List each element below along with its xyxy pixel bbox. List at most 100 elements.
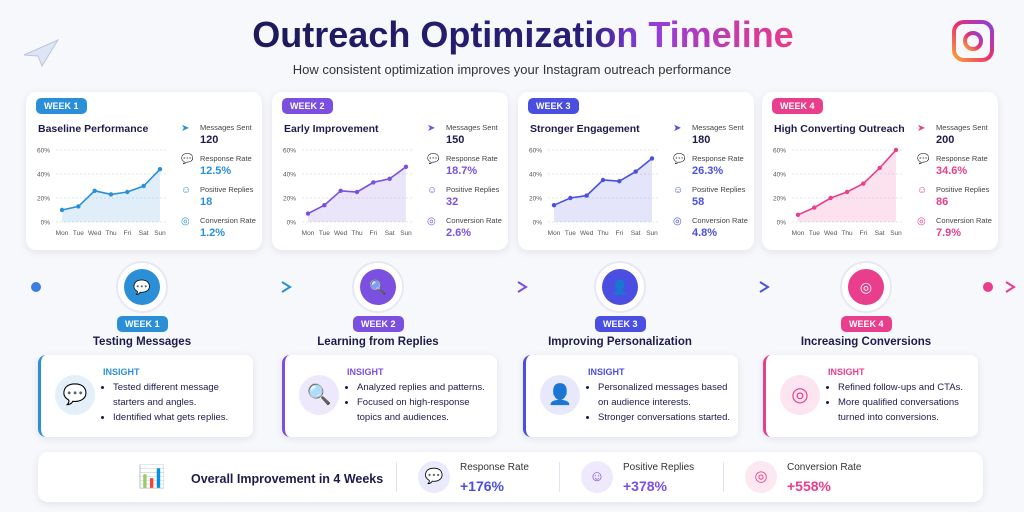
arrow [1005, 281, 1016, 293]
x-tick-label: Fri [860, 230, 868, 237]
chart-card: WEEK 2 Early Improvement 0% 20% 40% 60% Mon Tue… [272, 92, 508, 250]
point [108, 192, 114, 197]
point [649, 156, 655, 161]
x-tick-label: Wed [580, 230, 594, 237]
timeline-start [31, 282, 41, 292]
insight-label: INSIGHT [828, 367, 865, 377]
insight-card: 💬 INSIGHT Tested different message starter… [38, 355, 253, 437]
x-tick-label: Sat [139, 230, 149, 237]
week-pill: WEEK 3 [528, 98, 579, 114]
title: Outreach Optimization Timeline [252, 14, 793, 55]
chart-card: WEEK 4 High Converting Outreach 0% 20% 40% 60… [762, 92, 998, 250]
point [568, 195, 573, 201]
step-icon: 🔍 [369, 278, 386, 296]
bullet: Identified what gets replies. [113, 410, 248, 425]
y-tick-label: 0% [41, 220, 51, 227]
bullet: Refined follow-ups and CTAs. [838, 380, 973, 395]
stat-value: 18 [200, 196, 213, 208]
stat-icon: ➤ [427, 123, 436, 134]
x-tick-label: Fri [616, 230, 624, 237]
stat-value: 2.6% [446, 227, 472, 239]
step-heading: Improving Personalization [548, 336, 692, 348]
y-tick-label: 40% [37, 172, 50, 179]
stat-value: 86 [936, 196, 949, 208]
point [861, 181, 866, 186]
stat-label: Response Rate [936, 154, 988, 163]
step-circle [360, 269, 396, 305]
arrow [281, 281, 292, 293]
stat-label: Messages Sent [446, 123, 498, 132]
point [828, 195, 833, 201]
point [617, 179, 622, 184]
point [387, 176, 392, 181]
step-circle [602, 269, 638, 305]
stat-value: 58 [692, 196, 705, 208]
stat-label: Response Rate [446, 154, 498, 163]
x-tick-label: Sun [400, 230, 412, 237]
point [893, 147, 899, 153]
y-tick-label: 40% [773, 172, 786, 179]
point [338, 188, 343, 193]
stat-label: Messages Sent [692, 123, 744, 132]
stat-value: 18.7% [446, 165, 478, 177]
week-pill: WEEK 4 [841, 316, 892, 332]
stat-label: Positive Replies [692, 185, 746, 194]
y-tick-label: 0% [777, 220, 787, 227]
stat-icon: ◎ [427, 216, 436, 227]
stat-label: Conversion Rate [200, 216, 256, 225]
stat-icon: 💬 [181, 154, 194, 165]
y-tick-label: 20% [529, 196, 542, 203]
divider [559, 462, 560, 492]
x-tick-label: Thu [351, 230, 363, 237]
stat-icon: ☺ [427, 185, 438, 196]
point [141, 183, 146, 189]
summary-value: +378% [623, 478, 667, 494]
point [92, 188, 97, 193]
stat-icon: ➤ [673, 123, 682, 134]
x-tick-label: Fri [370, 230, 378, 237]
subtitle: How consistent optimization improves you… [293, 62, 732, 77]
point [600, 177, 606, 183]
instagram-icon [952, 20, 994, 62]
summary-item-icon: ◎ [745, 461, 777, 493]
x-tick-label: Tue [565, 230, 576, 237]
point [633, 169, 638, 174]
step-heading: Testing Messages [92, 336, 192, 348]
point [59, 207, 65, 213]
point [844, 189, 850, 195]
insight-card: 👤 INSIGHT Personalized messages based on a… [523, 355, 738, 437]
stat-icon: ◎ [673, 216, 682, 227]
summary-item-icon: 💬 [418, 461, 450, 493]
summary-label: Conversion Rate [787, 462, 862, 473]
y-tick-label: 40% [283, 172, 296, 179]
stat-value: 120 [200, 134, 219, 146]
stat-label: Conversion Rate [692, 216, 748, 225]
week-pill: WEEK 4 [772, 98, 823, 114]
summary-bar: 📊 Overall Improvement in 4 Weeks 💬 Response… [38, 452, 983, 502]
x-tick-label: Thu [597, 230, 609, 237]
chart-card: WEEK 1 Baseline Performance 0% 20% 40% 60% Mon… [26, 92, 262, 250]
chart-title: Stronger Engagement [530, 123, 640, 135]
point [403, 164, 409, 169]
point [157, 167, 163, 172]
x-tick-label: Tue [73, 230, 84, 237]
chart-title: Early Improvement [284, 123, 379, 135]
point [76, 204, 81, 209]
insight-icon: 💬 [55, 375, 95, 415]
insight-card: 🔍 INSIGHT Analyzed replies and patterns.Fo… [282, 355, 497, 437]
x-tick-label: Sun [154, 230, 166, 237]
point [877, 165, 882, 171]
summary-value: +176% [460, 478, 504, 494]
insight-icon: 🔍 [299, 375, 339, 415]
y-tick-label: 20% [773, 196, 786, 203]
week-pill: WEEK 2 [353, 316, 404, 332]
step-circle [124, 269, 160, 305]
summary-title: Overall Improvement in 4 Weeks [191, 472, 384, 486]
stat-value: 7.9% [936, 227, 962, 239]
x-tick-label: Sat [875, 230, 885, 237]
y-tick-label: 60% [529, 148, 542, 155]
x-tick-label: Mon [792, 230, 805, 237]
x-tick-label: Mon [56, 230, 69, 237]
